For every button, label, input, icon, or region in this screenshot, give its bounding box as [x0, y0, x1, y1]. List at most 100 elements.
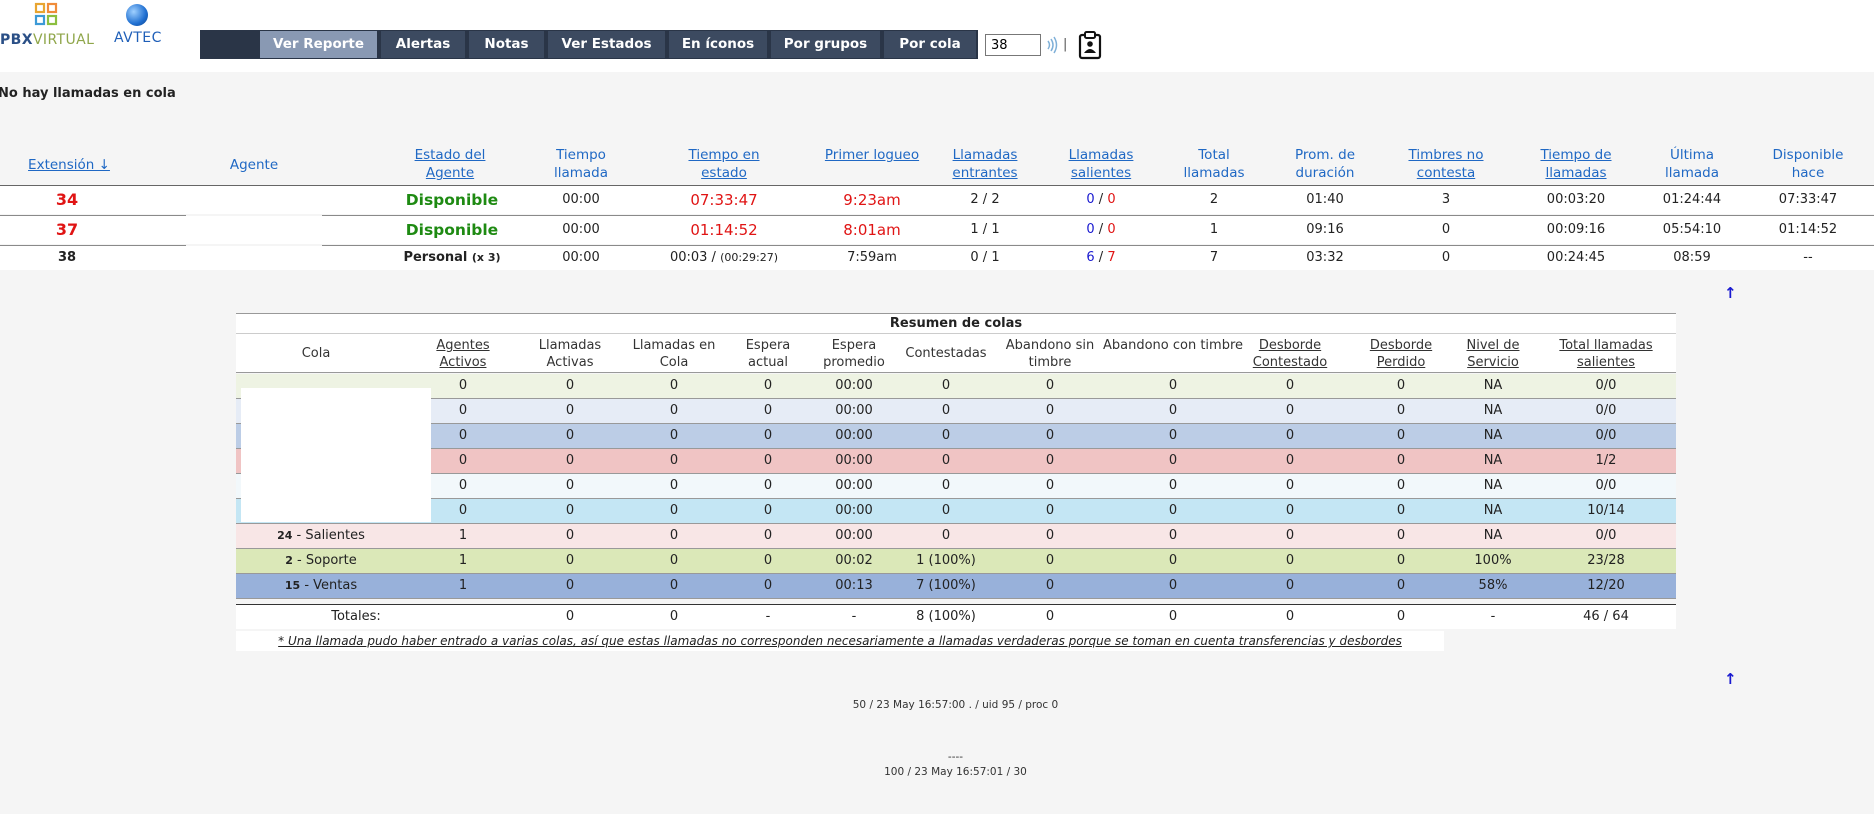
queue-cell: 0: [763, 553, 773, 568]
queue-cell: 0: [458, 453, 468, 468]
queue-cell: 00:00: [835, 528, 873, 543]
avg-duration: 01:40: [1306, 192, 1344, 207]
queue-cell: NA: [1483, 503, 1503, 518]
queue-cell: 0: [1285, 478, 1295, 493]
agent-extension[interactable]: 34: [55, 190, 79, 209]
pbxvirtual-logo: PBXVIRTUAL: [0, 2, 104, 48]
qcol-total-salientes[interactable]: Total llamadas salientes: [1559, 338, 1653, 370]
row-divider: [322, 215, 1874, 216]
queue-cell: 0: [763, 528, 773, 543]
queue-cell: 0/0: [1595, 428, 1617, 443]
queue-cell: 0: [565, 503, 575, 518]
outgoing-calls: 0 / 0: [1086, 222, 1116, 237]
queue-cell: 58%: [1478, 578, 1508, 593]
queue-cell: NA: [1483, 478, 1503, 493]
queue-cell: 1: [458, 553, 468, 568]
row-divider: [0, 215, 186, 216]
agent-extension[interactable]: 37: [55, 220, 79, 239]
queue-cell: 0: [763, 578, 773, 593]
queue-cell: 0: [669, 453, 679, 468]
agent-status: Personal (x 3): [403, 250, 501, 265]
qcol-espera-actual: Espera actual: [745, 338, 791, 370]
col-tiempo-llamadas[interactable]: Tiempo de llamadas: [1540, 147, 1612, 181]
nav-en-iconos[interactable]: En íconos: [669, 31, 767, 58]
scroll-top-arrow-icon[interactable]: ↑: [1724, 284, 1737, 302]
nav-notas[interactable]: Notas: [469, 31, 544, 58]
state-time: 07:33:47: [690, 191, 758, 209]
nav-ver-reporte[interactable]: Ver Reporte: [260, 31, 377, 58]
queue-cell: 00:00: [835, 403, 873, 418]
nav-alertas[interactable]: Alertas: [381, 31, 465, 58]
queue-cell: 0: [669, 428, 679, 443]
state-time: 01:14:52: [690, 221, 758, 239]
queue-cell: 0: [941, 403, 951, 418]
queue-name[interactable]: 24 - Salientes: [277, 528, 365, 543]
main-nav: Ver Reporte Alertas Notas Ver Estados En…: [200, 30, 978, 59]
total-calls: 1: [1209, 222, 1219, 237]
queue-footnote[interactable]: * Una llamada pudo haber entrado a varia…: [236, 631, 1444, 651]
queue-cell: 0: [669, 478, 679, 493]
qcol-cola: Cola: [301, 346, 331, 361]
extension-input[interactable]: [985, 34, 1041, 56]
col-tiempo-estado[interactable]: Tiempo en estado: [688, 147, 760, 181]
col-tiempo-llamada: Tiempo llamada: [553, 147, 609, 181]
col-estado[interactable]: Estado del Agente: [414, 147, 486, 181]
queue-name[interactable]: 2 - Soporte: [285, 553, 357, 568]
avtec-logo: AVTEC: [114, 4, 170, 50]
queue-cell: 0: [1396, 453, 1406, 468]
qcol-nivel-servicio[interactable]: Nivel de Servicio: [1466, 338, 1520, 370]
queue-cell: 0: [1045, 478, 1055, 493]
nav-por-cola[interactable]: Por cola: [884, 31, 976, 58]
queue-cell: 0: [1285, 378, 1295, 393]
agent-extension[interactable]: 38: [57, 250, 77, 265]
queue-cell: 0/0: [1595, 478, 1617, 493]
queue-cell: 0/0: [1595, 403, 1617, 418]
totals-cell: 0: [1285, 609, 1295, 624]
incoming-calls: 0 / 1: [970, 250, 1000, 265]
queue-cell: 00:00: [835, 378, 873, 393]
call-time: 00:00: [562, 250, 600, 265]
queue-cell: 0: [941, 478, 951, 493]
queue-cell: 0/0: [1595, 378, 1617, 393]
calls-time: 00:24:45: [1546, 250, 1606, 265]
col-primer-logueo[interactable]: Primer logueo: [824, 147, 920, 163]
totals-cell: -: [765, 609, 771, 624]
qcol-desborde-perdido[interactable]: Desborde Perdido: [1369, 338, 1433, 370]
queue-cell: 00:00: [835, 478, 873, 493]
queue-cell: 0: [941, 528, 951, 543]
queue-cell: 0: [1285, 528, 1295, 543]
queue-name[interactable]: 15 - Ventas: [284, 578, 358, 593]
queue-row: 0 0 0 0 00:00 0 0 0 0 0 NA 0/0: [236, 474, 1676, 499]
nav-ver-estados[interactable]: Ver Estados: [548, 31, 665, 58]
queue-cell: 0: [458, 478, 468, 493]
queue-cell: 0: [565, 403, 575, 418]
queue-cell: 0: [565, 528, 575, 543]
col-ultima: Última llamada: [1664, 147, 1720, 181]
agent-row: 38 Personal (x 3) 00:00 00:03 / (00:29:2…: [0, 246, 1874, 270]
col-total: Total llamadas: [1183, 147, 1245, 181]
col-extension[interactable]: Extensión ↓: [28, 157, 110, 173]
qcol-agentes-activos[interactable]: Agentes Activos: [436, 338, 490, 370]
queue-cell: 0: [1045, 503, 1055, 518]
queue-cell: 0: [1168, 478, 1178, 493]
qcol-desborde-contestado[interactable]: Desborde Contestado: [1252, 338, 1328, 370]
queue-row: 0 0 0 0 00:00 0 0 0 0 0 NA 0/0: [236, 399, 1676, 424]
queue-cell: 00:02: [835, 553, 873, 568]
totals-cell: 0: [669, 609, 679, 624]
wave-icon[interactable]: [1045, 35, 1059, 55]
queue-cell: 0: [1396, 578, 1406, 593]
totals-cell: 0: [565, 609, 575, 624]
clipboard-icon[interactable]: [1077, 30, 1103, 60]
qcol-espera-promedio: Espera promedio: [823, 338, 885, 370]
col-timbres[interactable]: Timbres no contesta: [1408, 147, 1484, 181]
calls-time: 00:03:20: [1546, 192, 1606, 207]
total-calls: 7: [1209, 250, 1219, 265]
nav-por-grupos[interactable]: Por grupos: [771, 31, 880, 58]
first-login: 9:23am: [843, 191, 901, 209]
queue-cell: 0: [669, 528, 679, 543]
scroll-top-arrow-icon[interactable]: ↑: [1724, 670, 1737, 688]
col-salientes[interactable]: Llamadas salientes: [1068, 147, 1134, 181]
queue-cell: 0: [1396, 528, 1406, 543]
totals-cell: -: [1490, 609, 1496, 624]
col-entrantes[interactable]: Llamadas entrantes: [952, 147, 1018, 181]
